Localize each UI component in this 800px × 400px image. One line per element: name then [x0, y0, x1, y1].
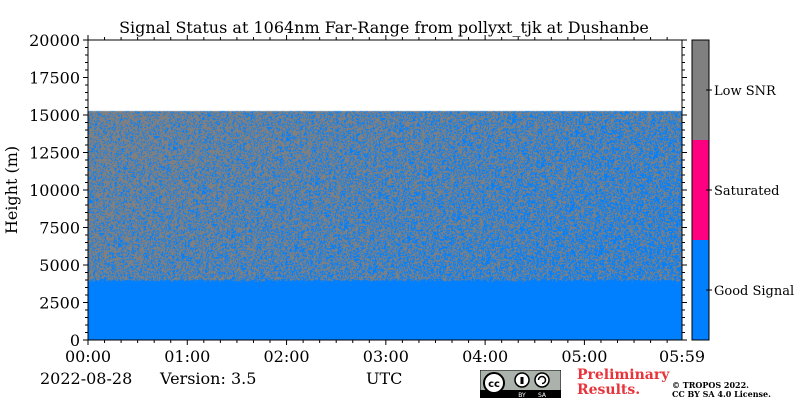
by-person-glyph — [520, 377, 524, 384]
colorbar-frame — [691, 39, 710, 341]
x-tick-label: 05:00 — [561, 347, 607, 366]
colorbar-segment — [692, 240, 709, 340]
x-tick-label: 04:00 — [462, 347, 508, 366]
y-axis-label: Height (m) — [2, 146, 21, 234]
preliminary-line-1: Preliminary — [577, 367, 670, 383]
y-tick-label: 5000 — [39, 256, 80, 275]
colorbar-segment — [692, 40, 709, 140]
y-tick-label: 12500 — [29, 144, 80, 163]
x-tick-label: 03:00 — [363, 347, 409, 366]
sa-icon — [534, 372, 550, 388]
x-tick-label: 05:59 — [659, 347, 705, 366]
y-tick-label: 20000 — [29, 31, 80, 50]
cc-by-sa-logo: cc BY SA — [480, 370, 561, 398]
preliminary-results-note: Preliminary Results. — [577, 368, 669, 398]
colorbar: Low SNR Saturated Good Signal — [691, 39, 794, 341]
x-axis-label: UTC — [366, 369, 403, 388]
heatmap-image — [88, 40, 682, 340]
y-tick-label: 10000 — [29, 181, 80, 200]
copyright-note: © TROPOS 2022. CC BY SA 4.0 License. — [672, 381, 771, 399]
y-tick-label: 0 — [70, 331, 80, 350]
y-tick-label: 2500 — [39, 294, 80, 313]
copyright-line-1: © TROPOS 2022. — [672, 380, 749, 390]
copyright-line-2: CC BY SA 4.0 License. — [672, 389, 771, 399]
chart-title: Signal Status at 1064nm Far-Range from p… — [119, 18, 649, 37]
x-axis: 00:00 01:00 02:00 03:00 04:00 05:00 05:59 — [65, 35, 705, 366]
y-tick-label: 17500 — [29, 69, 80, 88]
preliminary-line-2: Results. — [577, 382, 641, 398]
y-tick-label: 15000 — [29, 106, 80, 125]
version-label: Version: 3.5 — [160, 369, 257, 388]
cc-icon-text: cc — [488, 379, 500, 390]
by-label: BY — [518, 392, 526, 398]
colorbar-label: Saturated — [714, 184, 779, 199]
x-tick-label: 02:00 — [264, 347, 310, 366]
date-label: 2022-08-28 — [40, 369, 133, 388]
sa-arrow-glyph — [537, 375, 547, 385]
x-tick-label: 00:00 — [65, 347, 111, 366]
colorbar-segment — [692, 140, 709, 240]
cc-icon — [483, 372, 505, 394]
colorbar-label: Good Signal — [714, 284, 794, 299]
y-axis: 0 2500 5000 7500 10000 12500 15000 17500 20000 — [29, 31, 687, 350]
y-tick-label: 7500 — [39, 219, 80, 238]
colorbar-label: Low SNR — [714, 84, 777, 99]
x-tick-label: 01:00 — [164, 347, 210, 366]
sa-label: SA — [538, 392, 547, 398]
plot-area — [87, 39, 683, 341]
